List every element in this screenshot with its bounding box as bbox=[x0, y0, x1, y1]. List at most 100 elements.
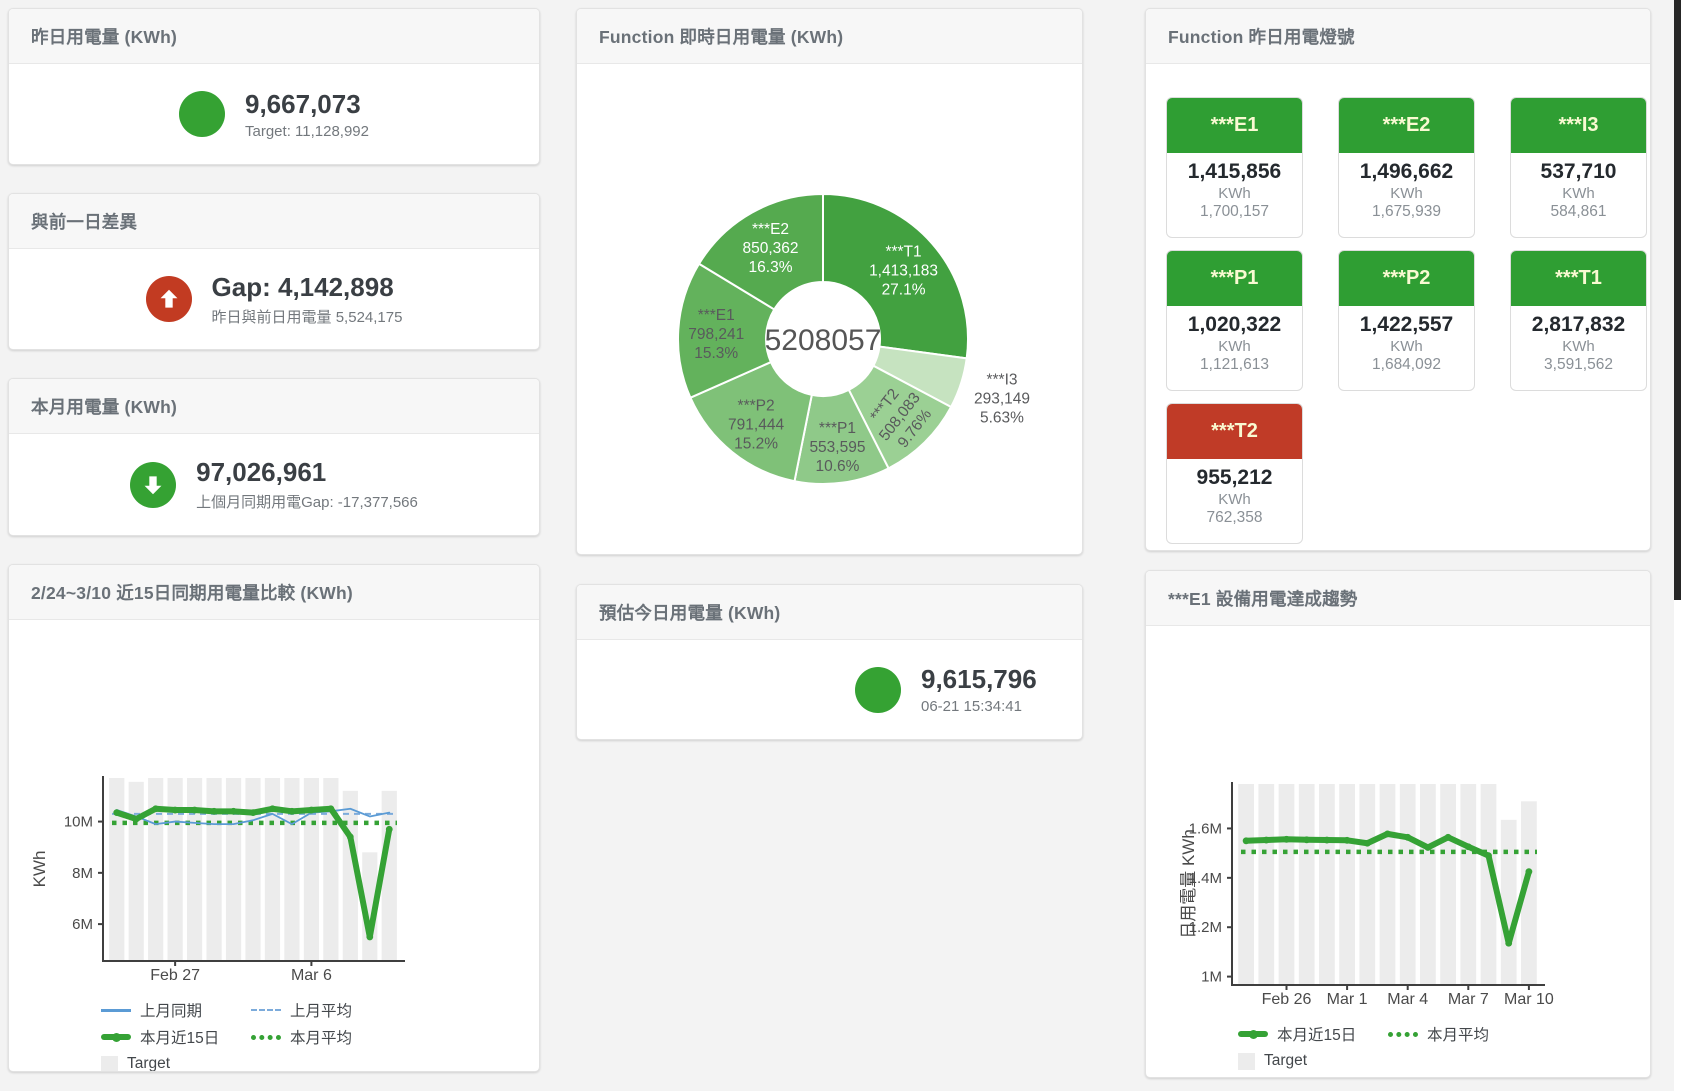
trend-chart-plot[interactable]: 1M 1.2M 1.4M 1.6M Feb 26 Mar 1 Mar 4 Mar 7 Mar 1… bbox=[1146, 626, 1650, 1010]
stat-subtitle: 上個月同期用電Gap: -17,377,566 bbox=[196, 494, 418, 511]
legend-label: 本月近15日 bbox=[140, 1030, 220, 1047]
status-circle-icon bbox=[855, 666, 901, 713]
card-day-gap: 與前一日差異 Gap: 4,142,898 昨日與前日用電量 5,524,175 bbox=[8, 193, 540, 350]
legend-label: 本月平均 bbox=[1427, 1027, 1490, 1044]
legend-item[interactable]: 上月同期 bbox=[101, 999, 251, 1021]
light-tile: ***T1 2,817,832 KWh 3,591,562 bbox=[1510, 250, 1647, 391]
light-tile-target: 1,121,613 bbox=[1200, 356, 1269, 373]
light-tile-unit: KWh bbox=[1218, 338, 1251, 355]
stat-body: 97,026,961 上個月同期用電Gap: -17,377,566 bbox=[9, 434, 539, 535]
card-month-usage: 本月用電量 (KWh) 97,026,961 上個月同期用電Gap: -17,3… bbox=[8, 378, 540, 536]
right-column: Function 昨日用電燈號 ***E1 1,415,856 KWh 1,700,1… bbox=[1145, 8, 1651, 1078]
light-tile-target: 3,591,562 bbox=[1544, 356, 1613, 373]
card-header: 本月用電量 (KWh) bbox=[9, 379, 539, 434]
card-title: 昨日用電量 (KWh) bbox=[31, 26, 178, 47]
light-tile: ***T2 955,212 KWh 762,358 bbox=[1166, 403, 1303, 544]
legend-item[interactable]: Target bbox=[101, 1053, 251, 1072]
legend-item[interactable]: 本月平均 bbox=[1388, 1023, 1650, 1045]
donut-slice[interactable] bbox=[677, 262, 776, 400]
svg-text:1M: 1M bbox=[1201, 969, 1222, 986]
light-tile-value: 1,422,557 bbox=[1359, 313, 1454, 336]
stat-subtitle: 06-21 15:34:41 bbox=[921, 698, 1022, 715]
card-title: Function 即時日用電量 (KWh) bbox=[599, 26, 844, 47]
donut-chart-plot[interactable]: ***T1 1,413,183 27.1% ***I3 293,149 5.63% ***T… bbox=[577, 64, 1082, 555]
card-yesterday-lights: Function 昨日用電燈號 ***E1 1,415,856 KWh 1,700,1… bbox=[1145, 8, 1651, 551]
card-header: Function 即時日用電量 (KWh) bbox=[577, 9, 1082, 64]
svg-text:10M: 10M bbox=[64, 814, 93, 831]
legend-swatch-dotted bbox=[251, 1034, 281, 1040]
light-tile-name: ***T2 bbox=[1167, 404, 1302, 459]
card-header: 預估今日用電量 (KWh) bbox=[577, 585, 1082, 640]
light-tile: ***P2 1,422,557 KWh 1,684,092 bbox=[1338, 250, 1475, 391]
svg-text:Mar 6: Mar 6 bbox=[291, 967, 332, 984]
svg-text:1.2M: 1.2M bbox=[1189, 919, 1222, 936]
scrollbar-thumb[interactable] bbox=[1674, 0, 1681, 600]
stat-value: 9,615,796 bbox=[921, 664, 1037, 694]
arrow-up-circle-icon bbox=[145, 276, 192, 322]
card-title: 預估今日用電量 (KWh) bbox=[599, 602, 781, 623]
scrollbar-track[interactable] bbox=[1674, 0, 1681, 1091]
light-tile: ***I3 537,710 KWh 584,861 bbox=[1510, 97, 1647, 238]
legend-item[interactable]: 本月平均 bbox=[251, 1026, 539, 1048]
legend-item[interactable]: 本月近15日 bbox=[1238, 1023, 1388, 1045]
legend-swatch-dotted bbox=[1388, 1031, 1418, 1037]
light-tile-unit: KWh bbox=[1390, 338, 1423, 355]
donut-slice[interactable] bbox=[689, 360, 813, 483]
legend-swatch-line bbox=[101, 1008, 131, 1012]
card-title: ***E1 設備用電達成趨勢 bbox=[1168, 588, 1358, 609]
donut-slice-label: ***P1 553,595 10.6% bbox=[809, 420, 865, 475]
legend-swatch-box bbox=[101, 1055, 118, 1071]
legend-label: Target bbox=[1264, 1052, 1308, 1069]
stat-value: 97,026,961 bbox=[196, 457, 327, 487]
light-tile-target: 1,684,092 bbox=[1372, 356, 1441, 373]
card-yesterday-usage: 昨日用電量 (KWh) 9,667,073 Target: 11,128,992 bbox=[8, 8, 540, 165]
light-tile-unit: KWh bbox=[1562, 338, 1595, 355]
middle-column: Function 即時日用電量 (KWh) ***T1 1,413,183 27.1… bbox=[576, 8, 1083, 740]
stat-subtitle: Target: 11,128,992 bbox=[245, 122, 369, 140]
donut-slice-label: ***I3 293,149 5.63% bbox=[974, 372, 1030, 427]
donut-slice-label: ***T1 1,413,183 27.1% bbox=[869, 244, 938, 299]
legend-item[interactable]: 本月近15日 bbox=[101, 1026, 251, 1048]
svg-text:Mar 7: Mar 7 bbox=[1448, 991, 1489, 1008]
light-tile: ***E2 1,496,662 KWh 1,675,939 bbox=[1338, 97, 1475, 238]
donut-slice[interactable] bbox=[822, 192, 969, 360]
light-tile-target: 762,358 bbox=[1206, 509, 1263, 526]
card-header: 與前一日差異 bbox=[9, 194, 539, 249]
legend-item[interactable]: Target bbox=[1238, 1050, 1388, 1072]
light-tile-unit: KWh bbox=[1218, 491, 1251, 508]
legend-label: Target bbox=[127, 1055, 171, 1072]
donut-slice[interactable] bbox=[697, 192, 824, 311]
legend-label: 上月同期 bbox=[140, 1003, 203, 1020]
compare-chart-legend: 上月同期 上月平均本月近15日 本月平均 Target bbox=[101, 999, 539, 1072]
donut-slice-label: ***P2 791,444 15.2% bbox=[728, 397, 784, 452]
card-today-estimate: 預估今日用電量 (KWh) 9,615,796 06-21 15:34:41 bbox=[576, 584, 1083, 740]
light-tile-target: 1,700,157 bbox=[1200, 203, 1269, 220]
light-tile-name: ***E1 bbox=[1167, 98, 1302, 153]
donut-slice-label: ***E1 798,241 15.3% bbox=[688, 307, 744, 362]
svg-text:Mar 10: Mar 10 bbox=[1504, 991, 1554, 1008]
card-title: 與前一日差異 bbox=[31, 211, 138, 232]
card-realtime-donut: Function 即時日用電量 (KWh) ***T1 1,413,183 27.1… bbox=[576, 8, 1083, 555]
stat-value: Gap: 4,142,898 bbox=[211, 271, 394, 302]
legend-item[interactable]: 上月平均 bbox=[251, 999, 539, 1021]
light-tile-value: 2,817,832 bbox=[1531, 313, 1626, 336]
stat-subtitle: 昨日與前日用電量 5,524,175 bbox=[211, 308, 403, 326]
light-tile-name: ***P1 bbox=[1167, 251, 1302, 306]
left-column: 昨日用電量 (KWh) 9,667,073 Target: 11,128,992… bbox=[8, 8, 540, 1072]
stat-body: 9,615,796 06-21 15:34:41 bbox=[577, 640, 1082, 739]
card-title: 本月用電量 (KWh) bbox=[31, 396, 178, 417]
stat-body: Gap: 4,142,898 昨日與前日用電量 5,524,175 bbox=[9, 249, 539, 349]
stat-body: 9,667,073 Target: 11,128,992 bbox=[9, 64, 539, 164]
legend-label: 本月平均 bbox=[290, 1030, 353, 1047]
light-tile-target: 584,861 bbox=[1550, 203, 1607, 220]
legend-swatch-thick bbox=[1238, 1029, 1268, 1039]
svg-text:Feb 27: Feb 27 bbox=[150, 967, 200, 984]
legend-swatch-thick bbox=[101, 1032, 131, 1042]
svg-text:Mar 1: Mar 1 bbox=[1327, 991, 1368, 1008]
stat-text: Gap: 4,142,898 昨日與前日用電量 5,524,175 bbox=[212, 272, 403, 327]
light-tile-value: 1,020,322 bbox=[1187, 313, 1282, 336]
compare-chart-plot[interactable]: 6M 8M 10M Feb 27 Mar 6 KWh bbox=[9, 620, 529, 986]
donut-slice-label: ***T2508,0839.76% bbox=[861, 378, 939, 456]
card-title: Function 昨日用電燈號 bbox=[1168, 26, 1355, 47]
